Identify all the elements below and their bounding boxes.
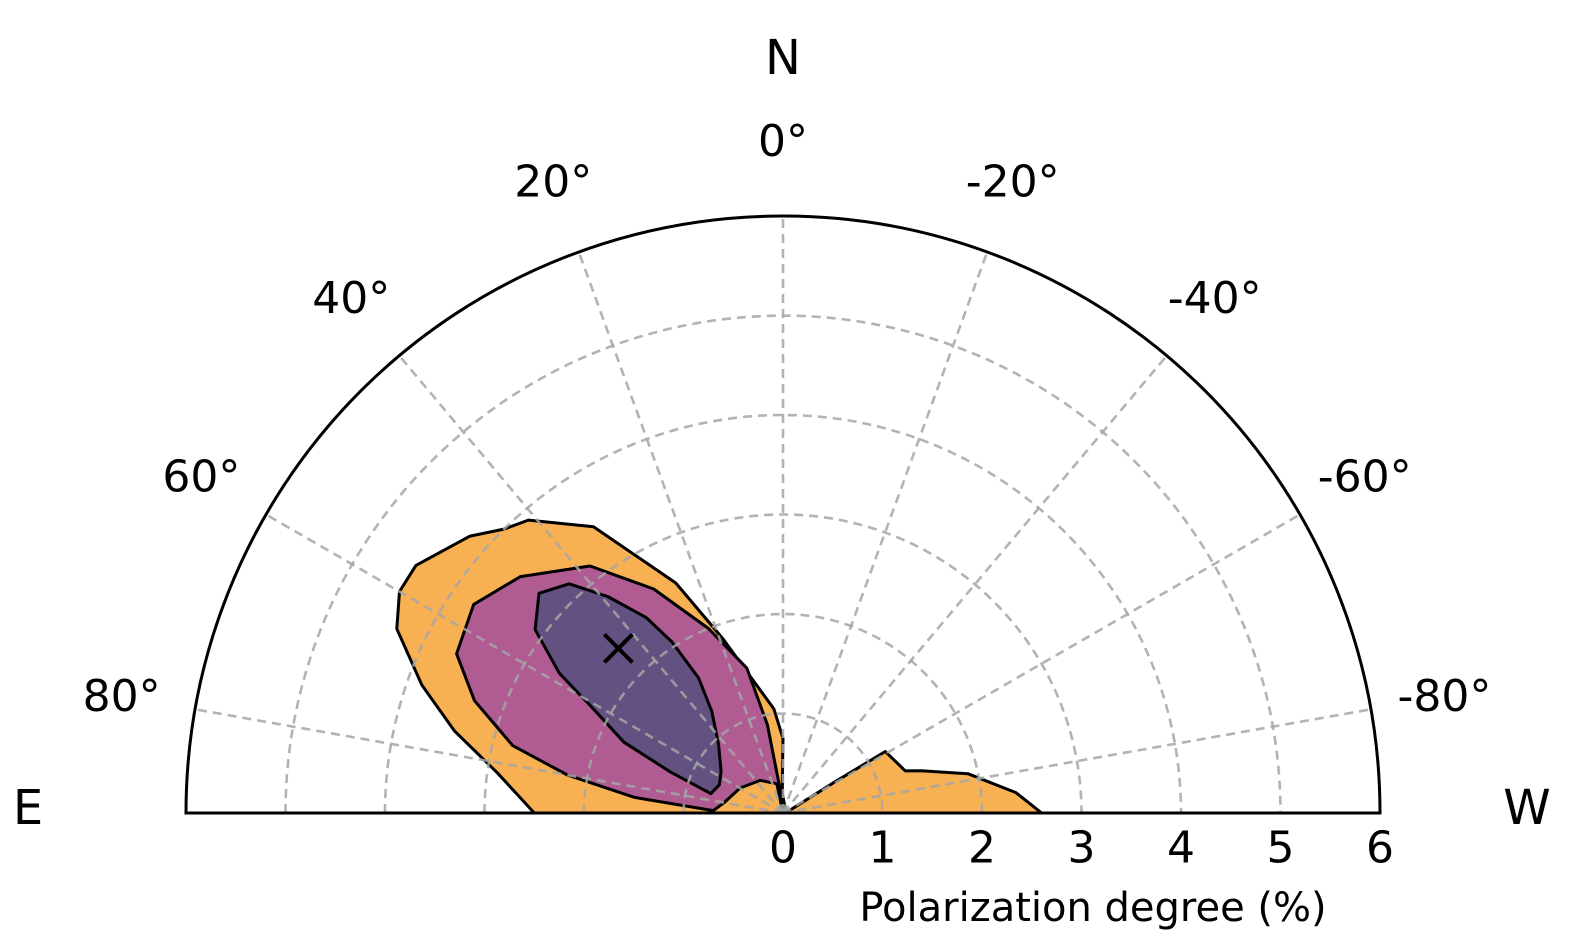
grid-spoke--20 [781, 251, 989, 814]
grid-arc-3 [483, 513, 1083, 814]
grid-spoke-20 [577, 251, 785, 814]
contour-regions [395, 518, 1044, 813]
best-fit-marker [602, 632, 634, 664]
r-tick-label-4: 4 [1167, 823, 1195, 874]
grid-spoke--60 [782, 513, 1301, 815]
r-tick-label-3: 3 [1068, 823, 1096, 874]
r-tick-label-5: 5 [1267, 823, 1295, 874]
grid-spoke--80 [782, 708, 1372, 815]
theta-tick-label--60: -60° [1318, 452, 1412, 503]
compass-north-label: N [765, 30, 801, 86]
theta-tick-label-80: 80° [83, 671, 161, 722]
compass-west-label: W [1503, 780, 1550, 836]
grid-arc-1 [682, 712, 884, 814]
compass-east-label: E [13, 780, 43, 836]
r-tick-label-2: 2 [968, 823, 996, 874]
grid-spoke-60 [265, 513, 784, 815]
grid-spoke--40 [782, 354, 1168, 814]
theta-tick-label--40: -40° [1168, 273, 1262, 324]
r-axis-label: Polarization degree (%) [859, 885, 1326, 931]
polar-frame [184, 214, 1382, 815]
grid-spoke-80 [194, 708, 784, 815]
grid-arc-2 [582, 612, 984, 814]
theta-tick-label--80: -80° [1397, 671, 1491, 722]
r-tick-label-0: 0 [769, 823, 797, 874]
theta-tick-label-20: 20° [514, 156, 592, 207]
theta-tick-label-0: 0° [758, 116, 808, 167]
r-tick-label-6: 6 [1366, 823, 1394, 874]
r-tick-label-1: 1 [869, 823, 897, 874]
grid-spoke-40 [398, 354, 784, 814]
grid-arc-4 [383, 413, 1183, 814]
theta-tick-label-60: 60° [162, 452, 240, 503]
plot-frame [184, 214, 1382, 815]
best-fit-marker-cross [602, 632, 634, 664]
polar-grid [194, 216, 1372, 815]
axis-labels: 80° 60° 40° 20° 0° -20° -40° -60° -80° 0 1 2 3 4 5 6 Pol… [13, 30, 1551, 931]
theta-tick-label-40: 40° [312, 273, 390, 324]
contour-inner [533, 582, 723, 796]
theta-tick-label--20: -20° [966, 156, 1060, 207]
